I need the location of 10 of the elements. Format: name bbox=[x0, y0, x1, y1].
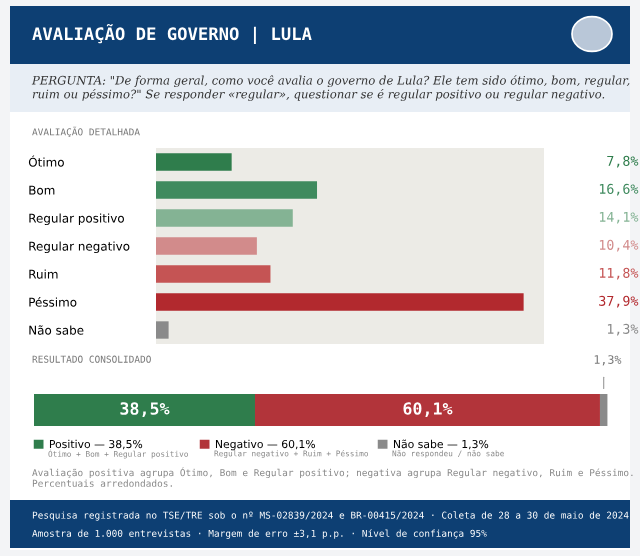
bar bbox=[156, 181, 318, 199]
bar bbox=[156, 153, 232, 171]
bar bbox=[156, 293, 524, 311]
data-label: 60,1% bbox=[403, 402, 453, 417]
bar bbox=[156, 237, 257, 255]
chart-title: AVALIAÇÃO DE GOVERNO | LULA bbox=[32, 23, 312, 45]
data-label: 38,5% bbox=[120, 402, 170, 417]
bar bbox=[156, 321, 169, 339]
bar bbox=[156, 265, 271, 283]
bar bbox=[156, 209, 293, 227]
